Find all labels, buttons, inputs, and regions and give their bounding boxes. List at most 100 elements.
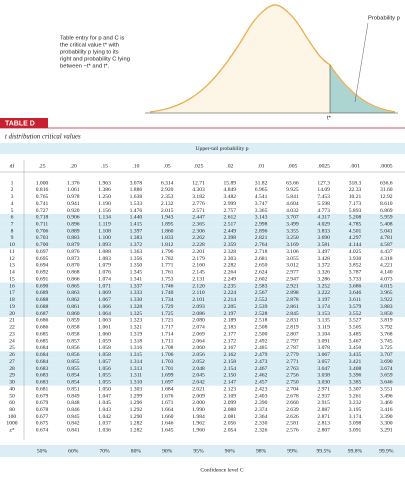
value-cell: 2.205 (224, 304, 237, 310)
value-cell: 4.015 (380, 283, 393, 289)
value-cell: 0.848 (67, 400, 80, 406)
value-cell: 0.706 (36, 228, 49, 234)
value-cell: 1.761 (161, 270, 174, 276)
value-cell: 1.156 (98, 208, 111, 214)
value-cell: 2.787 (286, 345, 299, 351)
value-cell: 318.3 (349, 180, 362, 186)
value-cell: 2.624 (255, 270, 268, 276)
value-cell: 0.718 (36, 215, 49, 221)
value-cell: 3.646 (349, 290, 362, 296)
value-cell: 3.579 (349, 304, 362, 310)
value-cell: 3.098 (349, 421, 362, 427)
value-cell: 0.675 (36, 421, 49, 427)
confidence-band (0, 445, 405, 457)
value-cell: 2.101 (192, 297, 205, 303)
value-cell: 0.677 (36, 414, 49, 420)
value-cell: 4.144 (349, 242, 362, 248)
value-cell: 2.060 (192, 345, 205, 351)
value-cell: 3.552 (349, 311, 362, 317)
value-cell: 3.396 (349, 373, 362, 379)
value-cell: 3.792 (380, 325, 393, 331)
value-cell: 1.088 (98, 249, 111, 255)
df-cell: 27 (9, 359, 15, 365)
value-cell: 0.855 (67, 359, 80, 365)
value-cell: 1.440 (130, 215, 143, 221)
value-cell: 2.262 (192, 235, 205, 241)
value-cell: 3.143 (255, 215, 268, 221)
column-header: .02 (226, 163, 233, 169)
value-cell: 1.646 (161, 421, 174, 427)
value-cell: 2.110 (192, 290, 205, 296)
value-cell: 3.182 (192, 194, 205, 200)
value-cell: 1.325 (130, 311, 143, 317)
value-cell: 31.82 (255, 180, 268, 186)
value-cell: 2.528 (255, 311, 268, 317)
value-cell: 2.109 (224, 393, 237, 399)
value-cell: 3.106 (286, 249, 299, 255)
value-cell: 2.326 (255, 428, 268, 434)
value-cell: 0.845 (67, 414, 80, 420)
value-cell: 3.078 (130, 180, 143, 186)
value-cell: 0.861 (67, 304, 80, 310)
value-cell: 1.050 (98, 386, 111, 392)
value-cell: 1.984 (192, 414, 205, 420)
value-cell: 1.963 (98, 180, 111, 186)
value-cell: 4.604 (286, 201, 299, 207)
value-cell: 5.893 (349, 208, 362, 214)
value-cell: 2.328 (224, 249, 237, 255)
value-cell: 3.428 (317, 256, 330, 262)
value-cell: 1.328 (130, 304, 143, 310)
value-cell: 15.89 (224, 180, 237, 186)
confidence-cell: 99.9% (379, 448, 394, 454)
value-cell: 1.341 (130, 276, 143, 282)
value-cell: 2.120 (192, 283, 205, 289)
value-cell: 4.587 (380, 242, 393, 248)
curve-fill (150, 5, 395, 113)
column-header: .025 (194, 163, 204, 169)
row-band (0, 378, 405, 386)
value-cell: 1.042 (98, 414, 111, 420)
value-cell: 3.135 (317, 318, 330, 324)
value-cell: 0.873 (67, 256, 80, 262)
value-cell: 2.681 (255, 256, 268, 262)
value-cell: 1.282 (130, 428, 143, 434)
value-cell: 1.714 (161, 331, 174, 337)
value-cell: 3.261 (349, 393, 362, 399)
value-cell: 1.058 (98, 352, 111, 358)
value-cell: 1.315 (130, 352, 143, 358)
value-cell: 5.408 (380, 222, 393, 228)
table-label: TABLE D (5, 120, 35, 127)
value-cell: 0.876 (67, 249, 80, 255)
value-cell: 4.773 (317, 208, 330, 214)
value-cell: 1.943 (161, 215, 174, 221)
value-cell: 2.797 (286, 338, 299, 344)
value-cell: 0.678 (36, 407, 49, 413)
value-cell: 0.920 (67, 208, 80, 214)
value-cell: 2.158 (224, 359, 237, 365)
value-cell: 1.660 (161, 414, 174, 420)
value-cell: 3.067 (317, 352, 330, 358)
value-cell: 2.896 (255, 228, 268, 234)
value-cell: 1.383 (130, 235, 143, 241)
value-cell: 0.851 (67, 386, 80, 392)
value-cell: 2.921 (286, 283, 299, 289)
value-cell: 1.729 (161, 304, 174, 310)
value-cell: 2.831 (286, 318, 299, 324)
value-cell: 2.009 (192, 393, 205, 399)
value-cell: 3.326 (317, 270, 330, 276)
value-cell: 22.33 (349, 187, 362, 193)
column-header: .0025 (317, 163, 330, 169)
value-cell: 1.055 (98, 373, 111, 379)
value-cell: 1.071 (98, 283, 111, 289)
value-cell: 4.032 (286, 208, 299, 214)
value-cell: 0.700 (36, 242, 49, 248)
value-cell: 1.812 (161, 242, 174, 248)
value-cell: 1.093 (98, 242, 111, 248)
value-cell: 3.733 (349, 276, 362, 282)
value-cell: 2.048 (192, 366, 205, 372)
value-cell: 0.674 (36, 428, 49, 434)
value-cell: 0.688 (36, 304, 49, 310)
value-cell: 2.971 (317, 386, 330, 392)
value-cell: 0.883 (67, 235, 80, 241)
value-cell: 2.045 (192, 373, 205, 379)
